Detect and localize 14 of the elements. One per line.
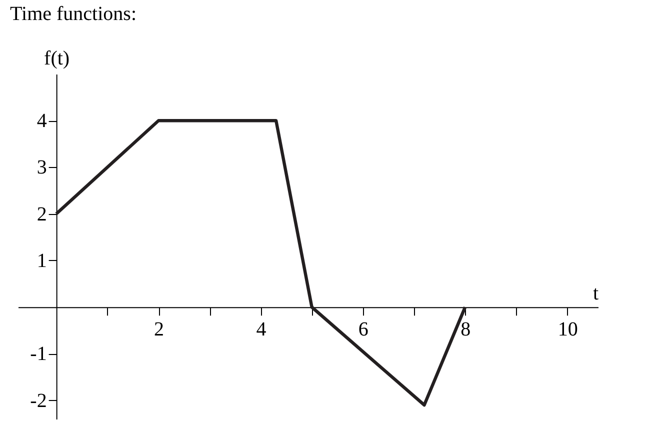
x-tick-label: 8 [460, 318, 471, 341]
x-tick-label: 4 [256, 318, 266, 341]
y-tick-label: 1 [36, 250, 47, 272]
chart-title: Time functions: [10, 3, 136, 25]
y-tick-label: 4 [36, 110, 47, 132]
x-tick-label: 6 [358, 318, 368, 341]
x-tick-label: 2 [154, 318, 164, 341]
x-tick-label: 10 [558, 318, 578, 341]
y-tick-label: 3 [36, 156, 47, 179]
x-axis-title: t [592, 282, 599, 305]
y-tick-label: -1 [30, 343, 47, 366]
y-tick-label: 2 [36, 203, 47, 226]
y-tick-label: -2 [30, 390, 47, 412]
y-axis-title: f(t) [44, 48, 70, 70]
